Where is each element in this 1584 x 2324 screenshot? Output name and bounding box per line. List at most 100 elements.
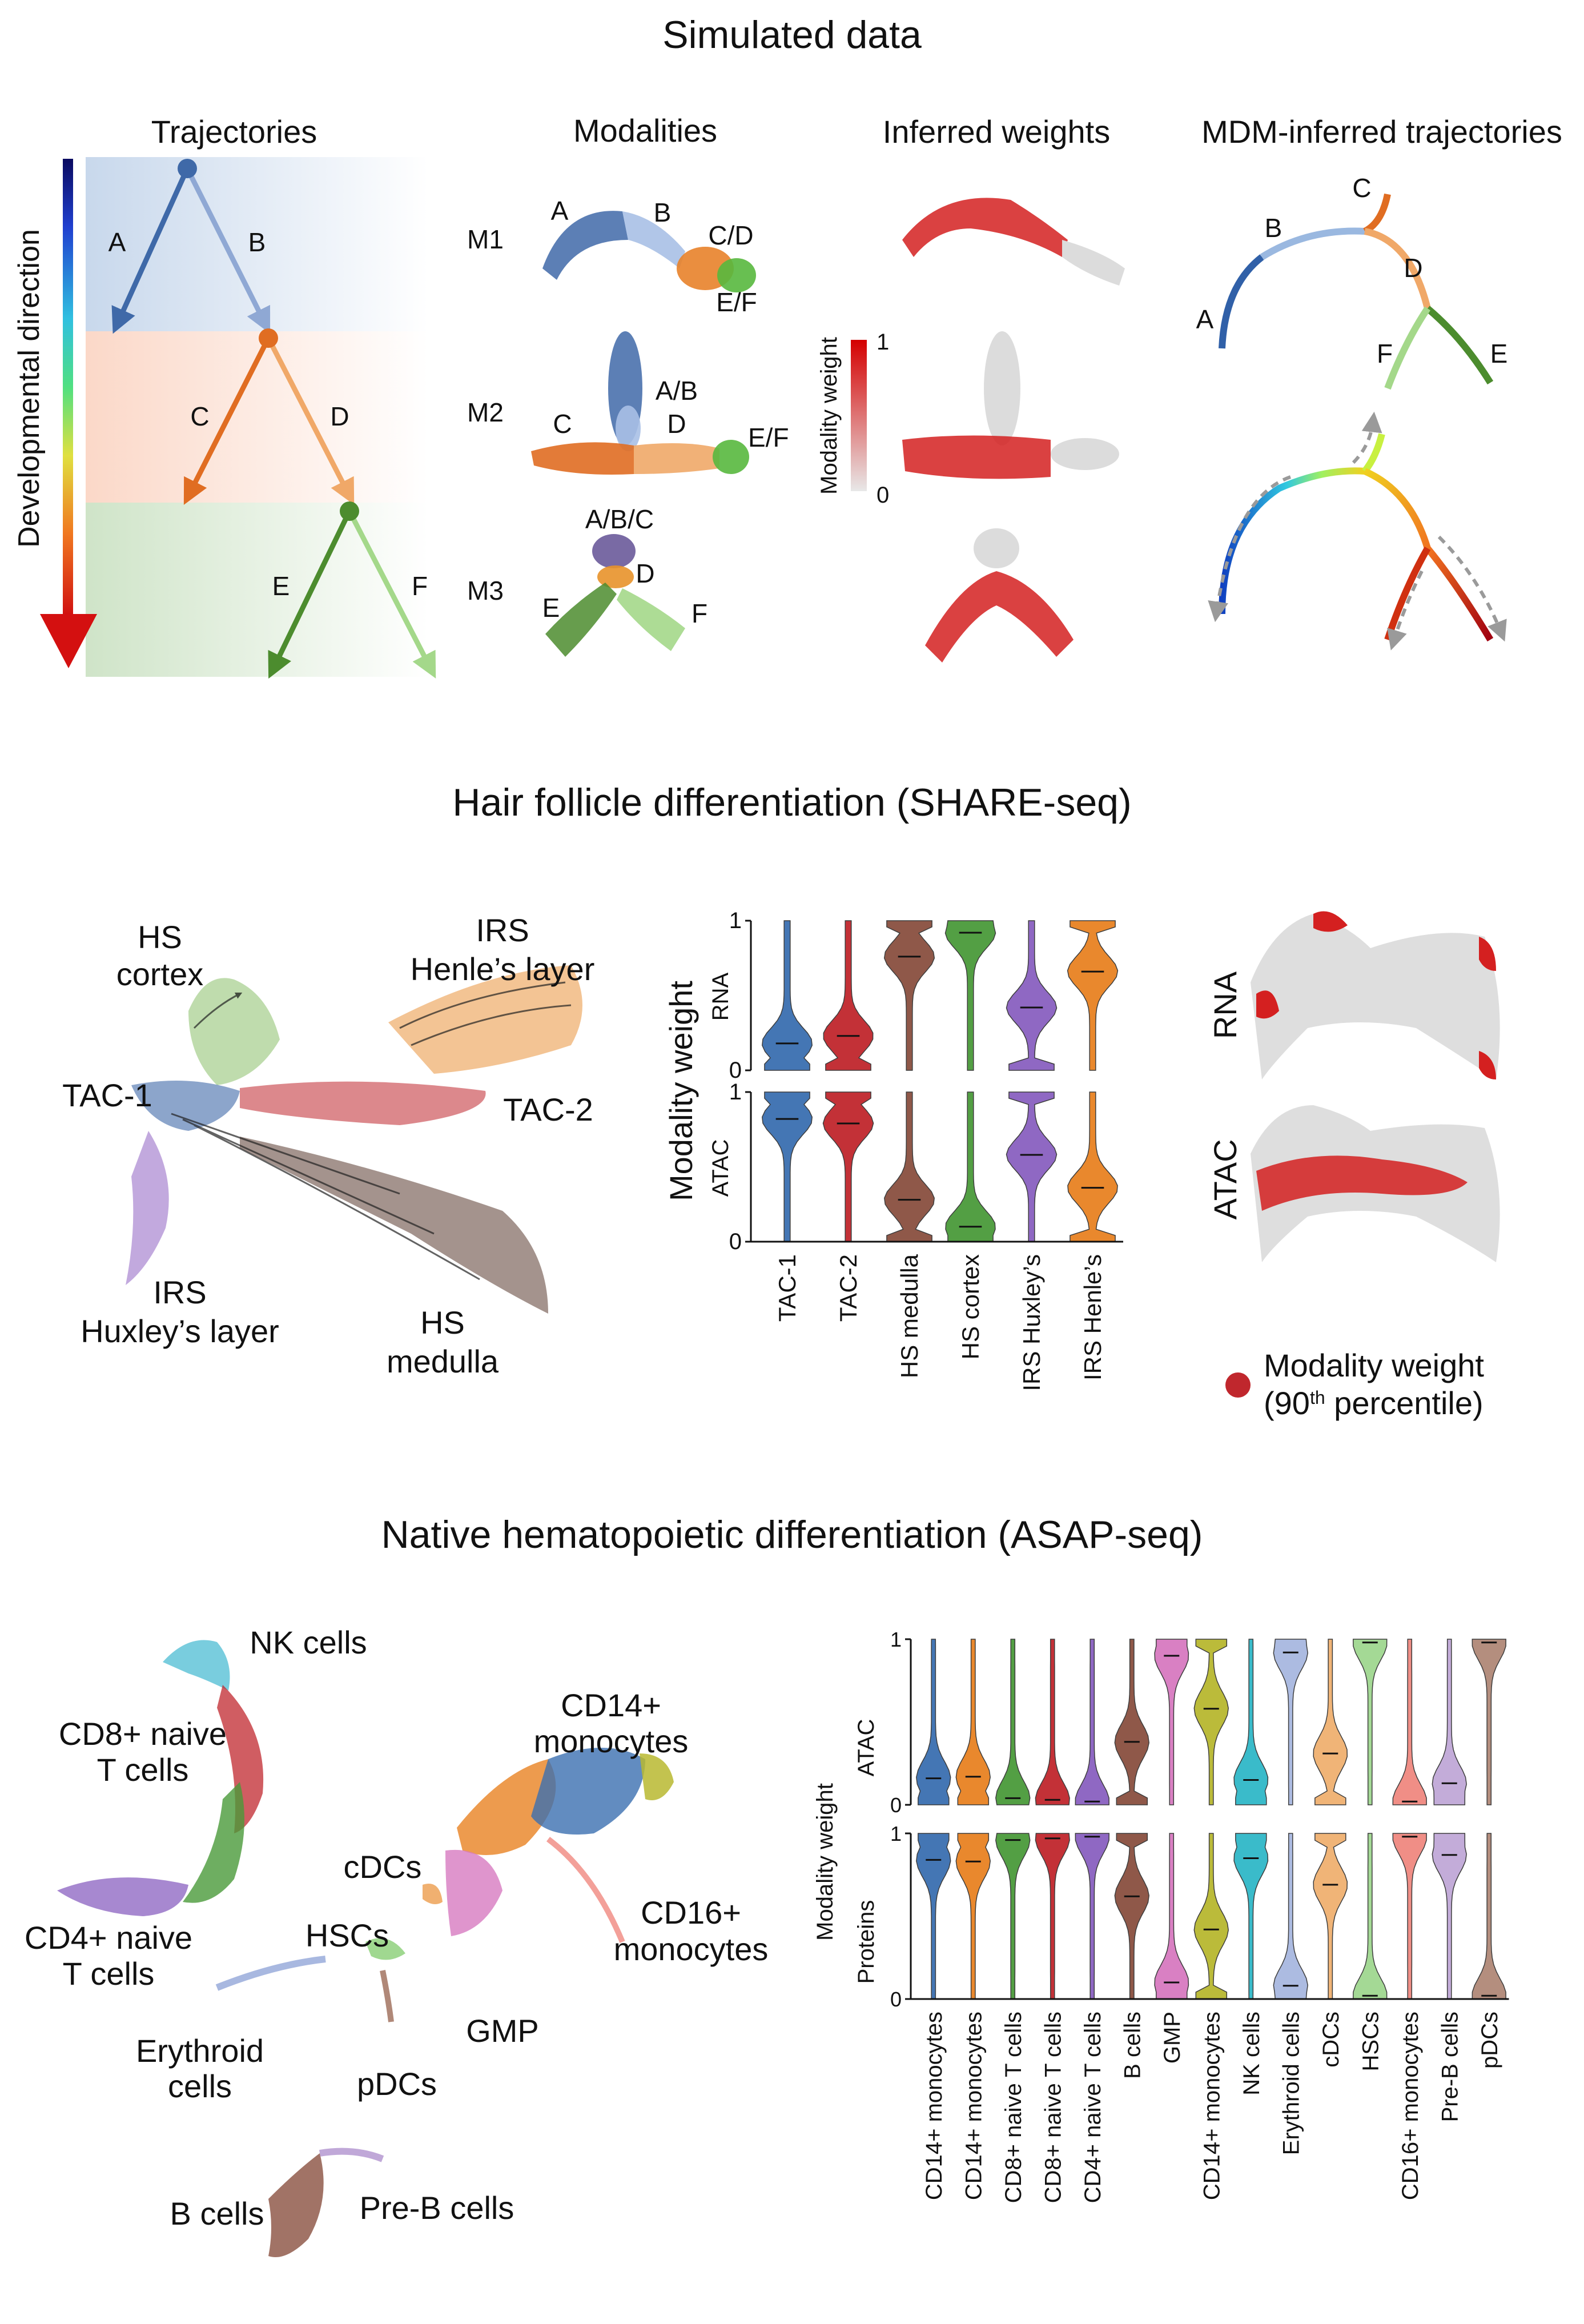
hair-legend-line2-sup: th <box>1310 1387 1325 1408</box>
weights-m2-gray-right <box>1051 438 1119 470</box>
atac-violin-10 <box>1313 1639 1348 1805</box>
mdm-path-e <box>1425 306 1494 385</box>
hair-label-hs-medulla-1: HS <box>420 1305 465 1340</box>
asap-section: Native hematopoietic differentiation (AS… <box>25 1513 1509 2257</box>
hair-legend-line2: (90th percentile) <box>1264 1385 1484 1421</box>
atac-violin-9 <box>1273 1639 1308 1805</box>
m1-cloud-ef <box>717 258 756 292</box>
hair-map-rna-cells <box>1251 914 1500 1079</box>
atac-violin-8 <box>1233 1639 1269 1805</box>
asap-label-pdcs: pDCs <box>357 2066 437 2102</box>
branch-label-b: B <box>248 227 266 257</box>
mdm-title: MDM-inferred trajectories <box>1201 114 1562 150</box>
proteins-violin-10 <box>1313 1833 1348 2000</box>
hair-legend-line2-pre: (90 <box>1264 1385 1310 1421</box>
rna-violin-0 <box>762 920 813 1071</box>
modalities-panel: Modalities M1 M2 M3 A B C/D E/F <box>467 113 789 657</box>
m3-label-f: F <box>692 599 707 628</box>
category-label-9: Erythroid cells <box>1279 2012 1304 2155</box>
developmental-direction-bar <box>63 159 73 616</box>
proteins-y-tick-label-0: 0 <box>890 1988 902 2011</box>
asap-cluster-pdcs <box>380 1970 394 2022</box>
category-label-13: Pre-B cells <box>1437 2012 1462 2122</box>
hair-velocity-fan <box>171 981 572 1281</box>
m2-label-d: D <box>667 409 686 439</box>
mdm-flow-arrow-right <box>1437 535 1507 642</box>
hair-label-irs-henle-1: IRS <box>476 912 529 948</box>
hair-cluster-hs-cortex <box>188 978 280 1085</box>
atac-y-tick-label-0: 0 <box>729 1229 742 1254</box>
hair-y-label: Modality weight <box>663 981 699 1201</box>
category-label-2: HS medulla <box>896 1254 923 1378</box>
atac-violin-4 <box>1075 1639 1109 1805</box>
asap-cluster-cd14-orange <box>457 1759 556 1855</box>
hair-legend-line1: Modality weight <box>1264 1347 1484 1383</box>
weights-m1 <box>902 198 1125 286</box>
proteins-violin-13 <box>1432 1833 1467 2000</box>
hair-label-hs-cortex-1: HS <box>138 919 182 955</box>
node-root <box>178 159 197 178</box>
mdm-path-f <box>1384 306 1430 390</box>
hair-legend-line2-post: percentile) <box>1325 1385 1484 1421</box>
rna-y-tick-label-1: 1 <box>729 908 742 933</box>
category-label-1: TAC-2 <box>835 1254 862 1322</box>
hair-panel-label-atac: ATAC <box>708 1139 733 1197</box>
category-label-5: B cells <box>1120 2012 1145 2079</box>
category-label-10: cDCs <box>1318 2012 1344 2068</box>
asap-cluster-cd4 <box>57 1877 188 1916</box>
trajectories-title: Trajectories <box>151 114 317 150</box>
row-label-m1: M1 <box>467 224 504 254</box>
m2-cloud-d <box>634 443 719 474</box>
mdm-lower-right <box>1363 468 1494 642</box>
mdm-lower-branch <box>1384 547 1431 641</box>
proteins-violin-4 <box>1075 1833 1109 2000</box>
branch-a-line <box>111 167 190 334</box>
m3-label-e: E <box>542 593 560 623</box>
asap-label-cd14-1: CD14+ <box>561 1687 661 1723</box>
atac-violin-1 <box>822 1091 874 1242</box>
hair-title: Hair follicle differentiation (SHARE-seq… <box>452 781 1131 824</box>
m1-cloud-b <box>622 211 685 268</box>
mdm-lower-top <box>1362 433 1385 473</box>
proteins-y-tick-label-1: 1 <box>890 1822 902 1845</box>
hair-map-label-rna: RNA <box>1207 971 1243 1039</box>
branch-label-a: A <box>108 227 126 257</box>
m3-embedding: A/B/C D E F <box>542 504 707 657</box>
weights-m3 <box>925 528 1074 663</box>
branch-c-line <box>183 336 271 505</box>
atac-violin-5 <box>1067 1091 1118 1242</box>
branch-b-line <box>184 167 271 334</box>
hair-cluster-irs-huxley <box>126 1131 169 1285</box>
category-label-11: HSCs <box>1358 2012 1383 2071</box>
colorbar <box>851 340 867 491</box>
asap-cluster-nk <box>163 1640 230 1691</box>
category-label-5: IRS Henle’s <box>1079 1254 1106 1380</box>
hair-label-irs-huxley-2: Huxley’s layer <box>81 1313 279 1349</box>
hair-label-irs-henle-2: Henle’s layer <box>411 951 595 987</box>
atac-violin-2 <box>884 1091 935 1242</box>
hair-map-label-atac: ATAC <box>1207 1139 1243 1219</box>
branch-label-f: F <box>412 571 428 601</box>
asap-label-gmp: GMP <box>466 2013 539 2049</box>
category-label-4: CD4+ naive T cells <box>1080 2012 1105 2203</box>
asap-cluster-cd4-green <box>183 1782 244 1903</box>
proteins-violin-7 <box>1193 1833 1229 2000</box>
m1-label-b: B <box>654 198 672 227</box>
category-label-2: CD8+ naive T cells <box>1001 2012 1026 2203</box>
row-label-m3: M3 <box>467 576 504 605</box>
mdm-label-e: E <box>1490 339 1508 368</box>
asap-umap: NK cells CD8+ naive T cells CD14+ monocy… <box>25 1624 768 2257</box>
asap-label-cd16-1: CD16+ <box>641 1894 741 1930</box>
hair-panel-label-rna: RNA <box>708 972 733 1021</box>
category-label-3: HS cortex <box>957 1254 984 1359</box>
modalities-title: Modalities <box>573 113 717 148</box>
atac-violin-7 <box>1193 1639 1229 1805</box>
mdm-label-b: B <box>1265 213 1283 243</box>
category-label-0: TAC-1 <box>774 1254 801 1322</box>
proteins-violin-6 <box>1154 1833 1189 2000</box>
hair-cluster-hs-medulla <box>240 1137 548 1314</box>
category-label-14: pDCs <box>1477 2012 1502 2069</box>
asap-label-erythroid-2: cells <box>168 2068 232 2104</box>
weights-m1-red <box>902 198 1068 257</box>
